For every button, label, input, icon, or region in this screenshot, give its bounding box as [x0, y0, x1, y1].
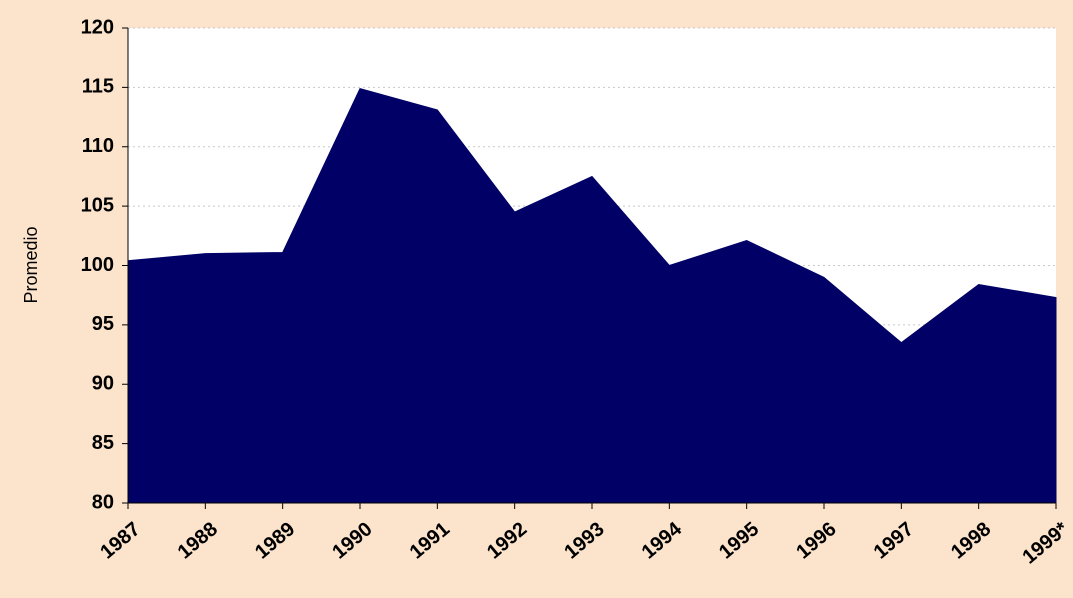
y-axis-label: Promedio [21, 226, 41, 303]
y-tick-label: 90 [92, 373, 114, 395]
y-tick-label: 95 [92, 313, 114, 335]
y-tick-label: 85 [92, 432, 114, 454]
y-tick-label: 80 [92, 491, 114, 513]
area [127, 87, 1057, 504]
y-tick-label: 100 [81, 254, 114, 276]
y-tick-label: 110 [82, 135, 114, 157]
y-tick-label: 105 [81, 194, 114, 216]
y-tick-label: 115 [82, 76, 114, 98]
y-tick-label: 120 [81, 16, 114, 38]
